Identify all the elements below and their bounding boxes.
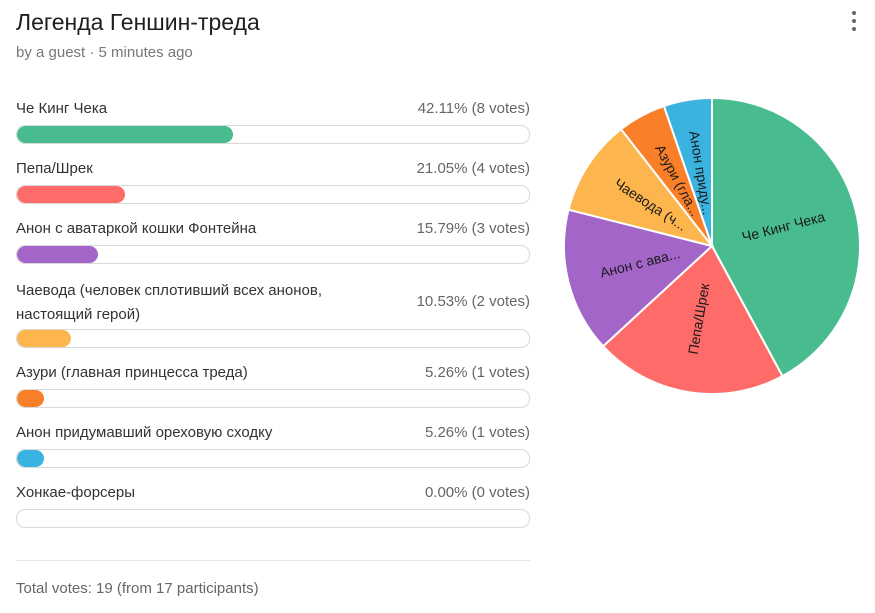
result-bar-fill bbox=[17, 186, 125, 203]
menu-dot bbox=[852, 27, 856, 31]
poll-option: Чаевода (человек сплотивший всех анонов,… bbox=[16, 279, 530, 348]
poll-title: Легенда Геншин-треда bbox=[16, 9, 260, 35]
option-stats: 5.26% (1 votes) bbox=[424, 364, 530, 381]
pie-slice bbox=[711, 96, 861, 378]
option-label: Азури (главная принцесса треда) bbox=[16, 364, 248, 381]
option-label: Анон с аватаркой кошки Фонтейна bbox=[16, 220, 257, 237]
option-label: Пепа/Шрек bbox=[16, 160, 93, 177]
option-stats: 42.11% (8 votes) bbox=[417, 100, 530, 117]
more-vertical-icon[interactable] bbox=[844, 10, 864, 32]
option-stats: 0.00% (0 votes) bbox=[424, 484, 530, 501]
option-label: Че Кинг Чека bbox=[16, 100, 108, 117]
poll-option: Анон с аватаркой кошки Фонтейна 15.79% (… bbox=[16, 218, 530, 264]
option-stats: 21.05% (4 votes) bbox=[416, 160, 530, 177]
pie-slice bbox=[563, 208, 715, 348]
pie-slice bbox=[567, 127, 715, 248]
poll-option: Пепа/Шрек 21.05% (4 votes) bbox=[16, 158, 530, 204]
option-stats: 5.26% (1 votes) bbox=[424, 424, 530, 441]
poll-option: Анон придумавший ореховую сходку 5.26% (… bbox=[16, 422, 530, 468]
result-bar bbox=[16, 185, 530, 204]
result-bar-fill bbox=[17, 390, 44, 407]
result-bar-fill bbox=[17, 330, 71, 347]
poll-option: Азури (главная принцесса треда) 5.26% (1… bbox=[16, 362, 530, 408]
option-label: Анон придумавший ореховую сходку bbox=[16, 424, 273, 441]
result-bar-fill bbox=[17, 246, 98, 263]
poll-meta: by a guest · 5 minutes ago bbox=[16, 44, 193, 61]
option-label: Хонкае-форсеры bbox=[16, 484, 136, 501]
result-bar bbox=[16, 329, 530, 348]
option-label: Чаевода (человек сплотивший всех анонов,… bbox=[16, 282, 322, 323]
result-bar bbox=[16, 125, 530, 144]
pie-slice bbox=[601, 244, 784, 395]
result-bar bbox=[16, 449, 530, 468]
option-stats: 15.79% (3 votes) bbox=[416, 220, 530, 237]
total-votes: Total votes: 19 (from 17 participants) bbox=[16, 580, 259, 597]
poll-option: Че Кинг Чека 42.11% (8 votes) bbox=[16, 98, 530, 144]
result-bar bbox=[16, 509, 530, 528]
menu-dot bbox=[852, 19, 856, 23]
divider bbox=[16, 560, 530, 561]
result-bar-fill bbox=[17, 450, 44, 467]
poll-option: Хонкае-форсеры 0.00% (0 votes) bbox=[16, 482, 530, 528]
result-bar bbox=[16, 245, 530, 264]
option-stats: 10.53% (2 votes) bbox=[416, 293, 530, 310]
menu-dot bbox=[852, 11, 856, 15]
pie-slice bbox=[662, 96, 713, 247]
result-bar-fill bbox=[17, 126, 233, 143]
result-bar bbox=[16, 389, 530, 408]
